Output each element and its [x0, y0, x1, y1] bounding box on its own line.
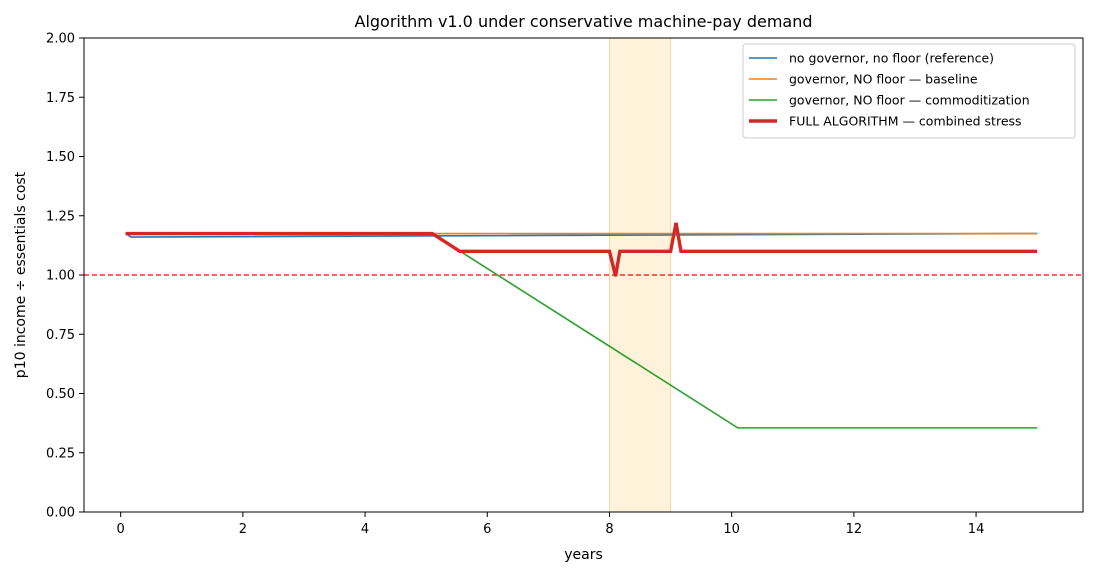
- y-tick-label-1: 0.25: [46, 446, 75, 461]
- legend-label-1: governor, NO floor — baseline: [789, 72, 978, 87]
- x-tick-label-7: 14: [968, 522, 985, 537]
- legend-label-3: FULL ALGORITHM — combined stress: [789, 114, 1022, 129]
- x-tick-label-1: 2: [239, 522, 247, 537]
- x-axis-label: years: [564, 547, 603, 563]
- x-tick-label-0: 0: [117, 522, 125, 537]
- series-line-3: [125, 222, 1038, 277]
- series-group: [125, 222, 1038, 429]
- y-tick-label-4: 1.00: [46, 269, 75, 284]
- y-tick-label-5: 1.25: [46, 209, 75, 224]
- series-line-2: [125, 232, 1038, 429]
- chart-title: Algorithm v1.0 under conservative machin…: [355, 12, 813, 31]
- legend-label-0: no governor, no floor (reference): [789, 51, 994, 66]
- y-axis-label: p10 income ÷ essentials cost: [13, 171, 29, 378]
- legend-label-2: governor, NO floor — commoditization: [789, 93, 1030, 108]
- x-tick-label-3: 6: [483, 522, 491, 537]
- x-tick-label-2: 4: [361, 522, 369, 537]
- y-tick-label-3: 0.75: [46, 328, 75, 343]
- y-tick-label-8: 2.00: [46, 32, 75, 47]
- y-tick-label-7: 1.75: [46, 91, 75, 106]
- legend: [742, 43, 1076, 139]
- y-tick-label-6: 1.50: [46, 150, 75, 165]
- x-tick-label-4: 8: [605, 522, 613, 537]
- x-tick-label-5: 10: [723, 522, 740, 537]
- y-tick-label-0: 0.00: [46, 506, 75, 521]
- y-tick-label-2: 0.50: [46, 387, 75, 402]
- x-tick-label-6: 12: [846, 522, 863, 537]
